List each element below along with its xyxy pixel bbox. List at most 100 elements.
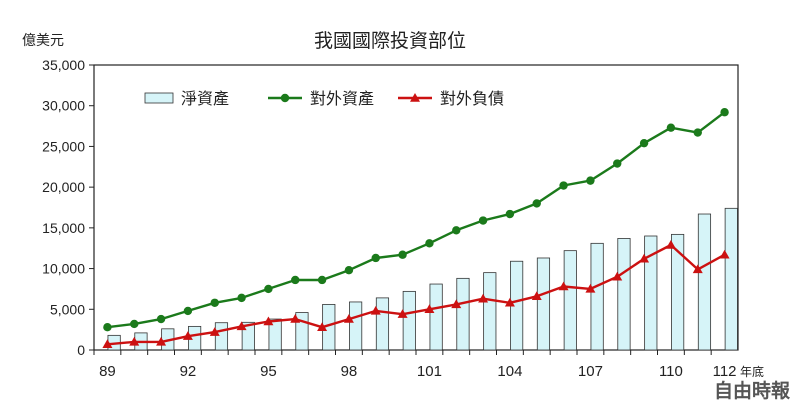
point-external-assets (156, 314, 166, 324)
point-external-liabilities (370, 305, 381, 315)
y-tick-label: 5,000 (50, 301, 85, 317)
x-tick-label: 107 (578, 363, 603, 380)
point-external-liabilities (156, 336, 167, 346)
x-tick-label: 89 (99, 363, 116, 380)
point-external-assets (103, 323, 112, 332)
point-external-assets (371, 253, 380, 263)
legend-swatch-bar (144, 92, 174, 104)
bar-net-assets (456, 277, 470, 351)
point-external-assets (210, 298, 219, 307)
point-external-assets (505, 209, 515, 219)
series-line (107, 111, 726, 329)
point-external-assets (264, 284, 273, 294)
bar-series-net (107, 207, 738, 351)
point-external-assets (452, 226, 461, 235)
y-tick-label: 10,000 (42, 261, 85, 277)
x-tick-label: 92 (180, 363, 197, 380)
bar-net-assets (375, 297, 390, 351)
bar-net-assets (536, 257, 551, 351)
bar-net-assets (671, 233, 685, 351)
point-external-assets (532, 199, 541, 208)
y-axis: 0 5,000 10,000 15,000 20,000 25,000 30,000 35,0… (42, 57, 94, 358)
point-external-liabilities (236, 321, 247, 331)
legend-label: 對外負債 (440, 89, 504, 108)
bar-net-assets (402, 290, 416, 351)
plot-area (93, 64, 739, 351)
point-external-liabilities (451, 299, 462, 309)
y-tick-label: 20,000 (42, 179, 85, 195)
chart-title: 我國國際投資部位 (314, 30, 466, 52)
point-external-assets (130, 319, 139, 329)
bar-net-assets (214, 322, 229, 351)
point-external-assets (344, 266, 354, 275)
point-external-liabilities (612, 271, 623, 281)
point-external-assets (666, 123, 676, 132)
point-external-assets (237, 293, 246, 303)
bar-net-assets (590, 242, 604, 351)
series-line (107, 243, 726, 346)
legend: 淨資產 對外資產 對外負債 (144, 89, 504, 108)
bar-net-assets (617, 238, 631, 351)
point-external-liabilities (558, 281, 569, 291)
point-external-assets (478, 216, 488, 225)
y-tick-label: 0 (77, 342, 85, 358)
point-external-assets (559, 181, 568, 190)
point-external-liabilities (263, 316, 274, 326)
point-external-assets (720, 108, 729, 117)
point-external-liabilities (209, 327, 220, 336)
x-tick-label: 95 (260, 363, 277, 380)
point-external-assets (586, 176, 595, 185)
bar-net-assets (268, 318, 282, 351)
point-external-assets (291, 275, 300, 285)
y-axis-label: 億美元 (22, 33, 64, 49)
point-external-liabilities (397, 309, 408, 318)
bar-net-assets (563, 250, 577, 351)
bar-net-assets (349, 301, 363, 351)
point-external-assets (183, 306, 193, 316)
point-external-liabilities (665, 239, 676, 249)
point-external-liabilities (182, 331, 193, 340)
x-tick-label: 101 (417, 363, 442, 380)
x-axis-suffix: 年底 (740, 364, 764, 379)
point-external-liabilities (531, 291, 542, 301)
y-tick-label: 35,000 (42, 57, 85, 73)
point-external-assets (639, 138, 649, 148)
legend-marker-circle (280, 93, 290, 103)
point-external-liabilities (478, 293, 489, 303)
point-external-liabilities (692, 264, 703, 274)
legend-marker-triangle (410, 93, 420, 102)
point-external-assets (398, 250, 407, 259)
legend-label: 淨資產 (181, 89, 229, 108)
point-external-liabilities (102, 339, 113, 349)
line-series-group (102, 108, 730, 349)
bar-net-assets (644, 235, 658, 351)
x-tick-label: 112 (713, 363, 737, 380)
x-axis: 89 92 95 98 101 104 107 110 112 (93, 350, 737, 380)
x-tick-label: 110 (659, 363, 683, 380)
point-external-liabilities (639, 253, 650, 263)
point-external-liabilities (129, 336, 140, 346)
point-external-liabilities (504, 297, 515, 307)
point-external-liabilities (290, 314, 301, 323)
bar-net-assets (697, 213, 712, 351)
bar-net-assets (483, 272, 497, 351)
point-external-liabilities (317, 322, 328, 331)
bar-net-assets (295, 312, 309, 351)
bar-net-assets (724, 207, 738, 351)
point-external-assets (693, 128, 702, 137)
point-external-assets (613, 159, 622, 168)
x-tick-label: 104 (497, 363, 522, 380)
y-tick-label: 30,000 (42, 98, 85, 114)
point-external-liabilities (343, 314, 354, 323)
point-external-liabilities (719, 249, 730, 259)
point-external-liabilities (585, 283, 596, 293)
point-external-liabilities (424, 304, 435, 314)
point-external-assets (425, 239, 434, 248)
legend-label: 對外資產 (310, 89, 374, 108)
y-tick-label: 15,000 (42, 220, 85, 236)
point-external-assets (317, 275, 327, 285)
x-tick-label: 98 (341, 363, 358, 380)
y-tick-label: 25,000 (42, 138, 85, 154)
